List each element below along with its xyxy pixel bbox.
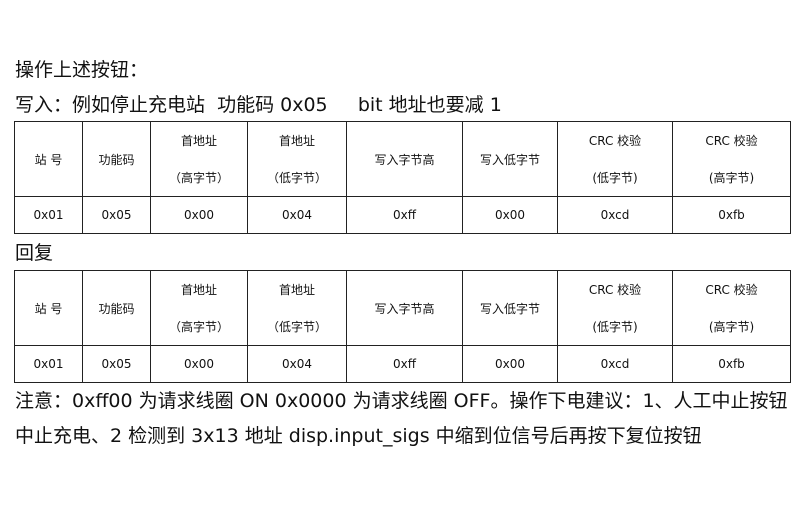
header-text: 首地址 <box>278 134 315 148</box>
header-cell: 首地址 （高字节） <box>150 270 248 346</box>
header-cell: CRC 校验 (低字节) <box>557 121 673 197</box>
header-cell: 站 号 <box>14 121 83 197</box>
table-cell: 0x01 <box>14 345 83 383</box>
table-cell: 0xfb <box>672 196 791 234</box>
table-cell: 0xff <box>346 345 463 383</box>
header-row: 站 号功能码 首地址 （高字节） 首地址 （低字节） 写入字节高 写入低字节 CRC 校验 (低… <box>14 121 791 197</box>
table-row: 0x01 0x05 0x00 0x04 0xff 0x00 0xcd 0xfb <box>14 196 791 234</box>
header-row: 站 号功能码 首地址 （高字节） 首地址 （低字节） 写入字节高 写入低字节 CRC 校验 (低… <box>14 270 791 346</box>
header-cell: 写入字节高 <box>346 270 463 346</box>
header-text: (高字节) <box>708 320 755 334</box>
header-text: （低字节） <box>266 320 327 334</box>
header-cell: 功能码 <box>82 270 151 346</box>
write-table: 站 号功能码 首地址 （高字节） 首地址 （低字节） 写入字节高 写入低字节 CRC 校验 (低… <box>14 121 791 234</box>
heading: 操作上述按钮： <box>15 59 149 81</box>
header-text: （高字节） <box>168 171 229 185</box>
reply-table: 站 号功能码 首地址 （高字节） 首地址 （低字节） 写入字节高 写入低字节 CRC 校验 (低… <box>14 270 791 383</box>
header-cell: 写入低字节 <box>462 121 558 197</box>
header-text: CRC 校验 <box>588 283 642 297</box>
header-text: 首地址 <box>180 134 217 148</box>
table-cell: 0x04 <box>247 345 347 383</box>
header-cell: 写入低字节 <box>462 270 558 346</box>
header-text: CRC 校验 <box>588 134 642 148</box>
write-description: 写入：例如停止充电站 功能码 0x05 bit 地址也要减 1 <box>15 94 502 116</box>
header-text: CRC 校验 <box>705 283 758 297</box>
table-cell: 0xff <box>346 196 463 234</box>
table-cell: 0x05 <box>82 196 151 234</box>
header-text: CRC 校验 <box>705 134 758 148</box>
header-cell: 写入字节高 <box>346 121 463 197</box>
table-cell: 0x01 <box>14 196 83 234</box>
table-cell: 0xcd <box>557 196 673 234</box>
header-text: 首地址 <box>180 283 217 297</box>
header-cell: 首地址 （高字节） <box>150 121 248 197</box>
table-cell: 0x00 <box>462 196 558 234</box>
header-cell: 站 号 <box>14 270 83 346</box>
header-text: （低字节） <box>266 171 327 185</box>
table-cell: 0x00 <box>150 196 248 234</box>
header-cell: 功能码 <box>82 121 151 197</box>
header-text: (低字节) <box>592 171 638 185</box>
note-text: 注意：0xff00 为请求线圈 ON 0x0000 为请求线圈 OFF。操作下电… <box>15 390 788 447</box>
header-text: 首地址 <box>278 283 315 297</box>
header-cell: 首地址 （低字节） <box>247 270 347 346</box>
header-cell: 首地址 （低字节） <box>247 121 347 197</box>
table-cell: 0x00 <box>462 345 558 383</box>
table-row: 0x01 0x05 0x00 0x04 0xff 0x00 0xcd 0xfb <box>14 345 791 383</box>
table-cell: 0xcd <box>557 345 673 383</box>
reply-label: 回复 <box>15 242 54 264</box>
header-text: (高字节) <box>708 171 755 185</box>
header-text: （高字节） <box>168 320 229 334</box>
table-cell: 0x00 <box>150 345 248 383</box>
header-text: (低字节) <box>592 320 638 334</box>
table-cell: 0xfb <box>672 345 791 383</box>
header-cell: CRC 校验 (高字节) <box>672 121 791 197</box>
table-cell: 0x04 <box>247 196 347 234</box>
header-cell: CRC 校验 (低字节) <box>557 270 673 346</box>
table-cell: 0x05 <box>82 345 151 383</box>
header-cell: CRC 校验 (高字节) <box>672 270 791 346</box>
